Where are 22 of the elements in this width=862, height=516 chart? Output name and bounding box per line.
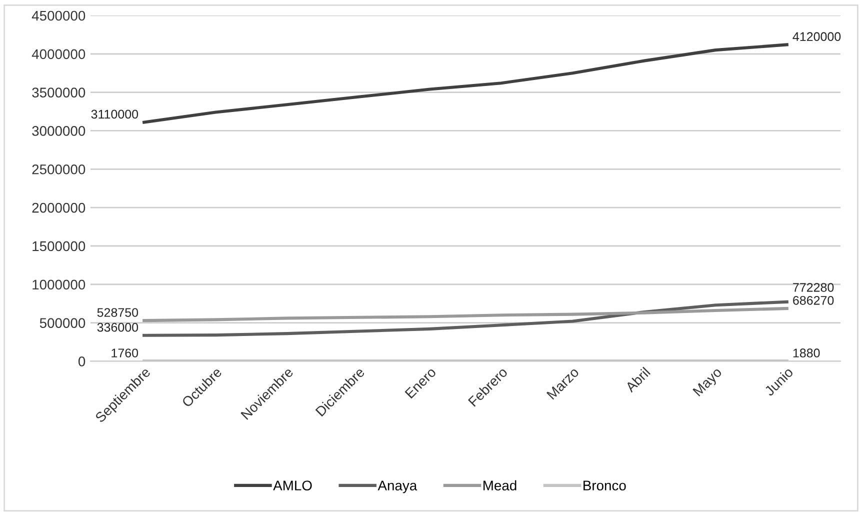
data-label: 772280 (793, 282, 834, 292)
y-tick-label: 1000000 (32, 280, 86, 290)
data-label: 686270 (793, 296, 834, 305)
legend-label: Mead (484, 480, 516, 490)
y-tick-label: 2500000 (32, 164, 86, 174)
data-label: 336000 (97, 322, 138, 332)
y-tick-label: 0 (78, 356, 86, 366)
y-tick-label: 4500000 (32, 10, 86, 21)
legend-label: Bronco (584, 480, 626, 490)
legend-label: AMLO (273, 480, 312, 490)
data-label: 3110000 (91, 110, 138, 119)
legend-label: Anaya (378, 480, 418, 494)
data-label: 4120000 (792, 32, 841, 42)
y-tick-label: 500000 (40, 318, 86, 328)
y-tick-label: 2000000 (32, 202, 86, 213)
data-label: 528750 (97, 308, 138, 317)
data-label: 1760 (112, 348, 138, 358)
y-tick-label: 4000000 (32, 49, 86, 60)
y-tick-label: 1500000 (32, 241, 86, 252)
data-label: 1880 (793, 348, 820, 358)
y-tick-label: 3500000 (32, 88, 86, 98)
y-tick-label: 3000000 (32, 126, 86, 136)
